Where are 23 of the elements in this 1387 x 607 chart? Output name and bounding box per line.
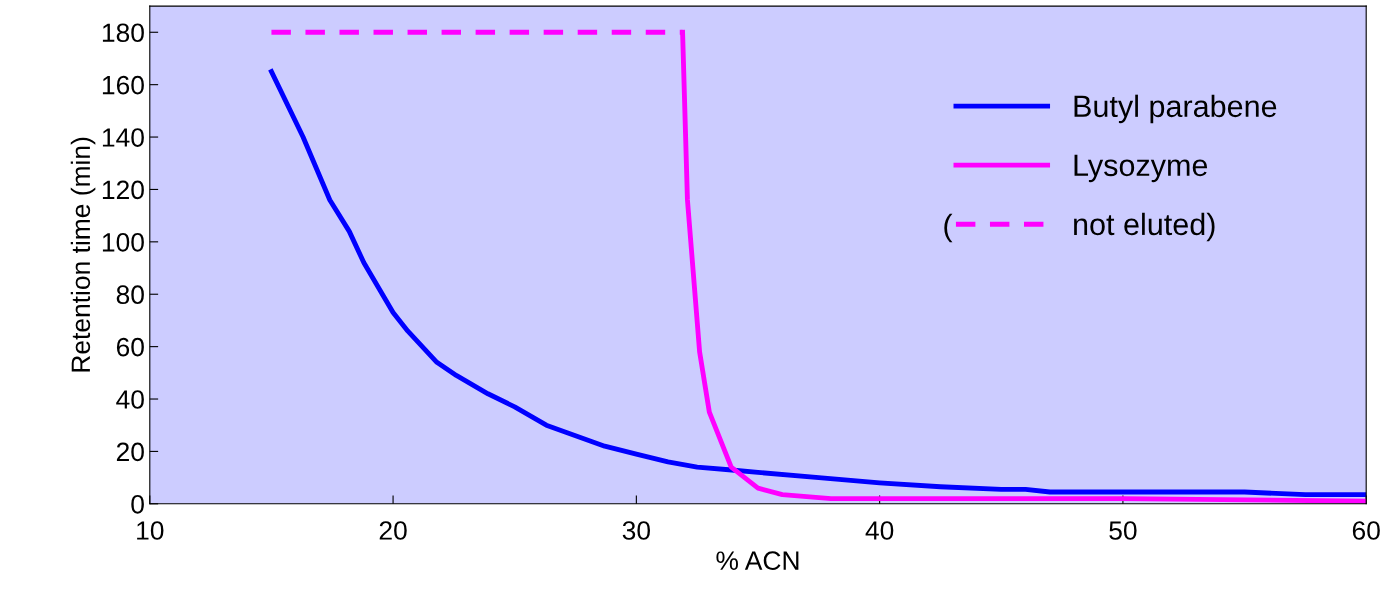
y-tick-label: 40 <box>116 390 144 409</box>
x-tick-label: 10 <box>137 521 164 540</box>
x-axis-title: % ACN <box>716 551 799 571</box>
y-tick-label: 80 <box>116 285 144 305</box>
y-axis-title: Retention time (min) <box>70 137 96 372</box>
legend-label: Butyl parabene <box>1074 94 1277 124</box>
line-series <box>269 69 1367 498</box>
x-tick-label: 50 <box>1109 521 1137 540</box>
x-tick-label: 30 <box>622 521 650 540</box>
annotation: ( <box>944 213 953 243</box>
y-tick-label: 60 <box>116 337 144 357</box>
y-tick-label: 0 <box>131 494 144 514</box>
y-tick-label: 180 <box>102 23 144 43</box>
x-tick-label: 40 <box>865 521 894 540</box>
x-tick-label: 20 <box>379 521 407 540</box>
x-tick-label: 60 <box>1352 521 1380 540</box>
legend-label: not eluted) <box>1074 212 1215 242</box>
legend-label: Lysozyme <box>1074 154 1208 183</box>
y-tick-label: 140 <box>102 128 144 147</box>
y-tick-label: 160 <box>102 75 144 95</box>
y-tick-label: 100 <box>102 232 144 252</box>
y-tick-label: 20 <box>116 442 144 462</box>
y-tick-label: 120 <box>102 180 144 200</box>
